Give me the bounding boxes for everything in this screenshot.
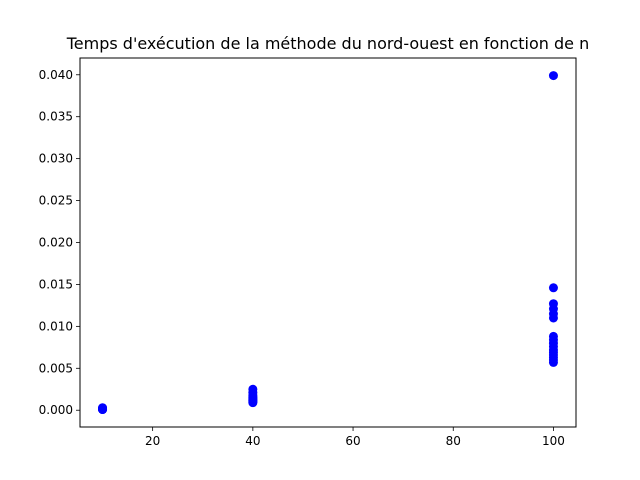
x-tick-label: 20 — [145, 434, 160, 448]
x-tick-label: 40 — [245, 434, 260, 448]
y-tick-label: 0.040 — [39, 68, 73, 82]
x-tick-label: 80 — [446, 434, 461, 448]
data-point — [548, 71, 558, 81]
y-tick-label: 0.010 — [39, 319, 73, 333]
y-tick-label: 0.005 — [39, 361, 73, 375]
x-tick-label: 100 — [542, 434, 565, 448]
y-tick-label: 0.015 — [39, 277, 73, 291]
y-tick-label: 0.030 — [39, 152, 73, 166]
x-axis: 20 40 60 80 100 — [145, 427, 565, 448]
y-axis: 0.000 0.005 0.010 0.015 0.020 0.025 0.030 0.035… — [39, 68, 80, 417]
x-tick-label: 60 — [345, 434, 360, 448]
y-tick-label: 0.035 — [39, 110, 73, 124]
y-tick-label: 0.020 — [39, 236, 73, 250]
y-tick-label: 0.025 — [39, 194, 73, 208]
data-point — [248, 384, 258, 394]
data-point — [98, 404, 108, 414]
plot-area-frame — [79, 57, 577, 428]
chart-title: Temps d'exécution de la méthode du nord-… — [66, 34, 590, 53]
y-tick-label: 0.000 — [39, 403, 73, 417]
data-point — [548, 357, 558, 367]
data-point — [548, 313, 558, 323]
scatter-points — [98, 71, 558, 414]
data-point — [548, 283, 558, 293]
